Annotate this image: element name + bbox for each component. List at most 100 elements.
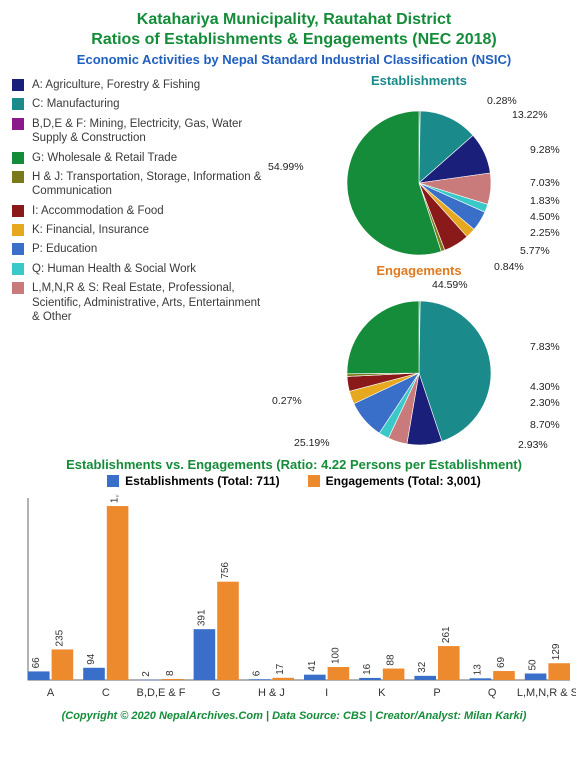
bar-engagements	[52, 649, 74, 680]
bar-value-label: 1,338	[110, 494, 121, 503]
bar-engagements	[217, 582, 239, 680]
bar-establishments	[359, 678, 381, 680]
legend-swatch	[12, 224, 24, 236]
bar-establishments	[525, 674, 547, 681]
bar-establishments	[28, 671, 50, 680]
page-title: Katahariya Municipality, Rautahat Distri…	[12, 10, 576, 50]
bar-value-label: 69	[496, 656, 507, 668]
legend-swatch	[12, 118, 24, 130]
bar-category-label: P	[433, 687, 440, 699]
bar-value-label: 88	[386, 654, 397, 666]
legend-label: G: Wholesale & Retail Trade	[32, 151, 177, 165]
bar-engagements	[493, 671, 515, 680]
bar-category-label: A	[47, 687, 55, 699]
bar-value-label: 13	[472, 664, 483, 676]
legend-label: L,M,N,R & S: Real Estate, Professional, …	[32, 281, 262, 324]
pie-slice	[347, 301, 419, 374]
bar-value-label: 129	[551, 643, 562, 660]
bar-category-label: B,D,E & F	[137, 687, 186, 699]
legend-swatch	[12, 171, 24, 183]
bar-value-label: 100	[330, 647, 341, 664]
bar-engagements	[548, 663, 570, 680]
bar-establishments	[138, 680, 160, 681]
bar-value-label: 94	[86, 653, 97, 665]
bar-value-label: 32	[417, 661, 428, 673]
bar-establishments	[194, 629, 216, 680]
legend-swatch	[12, 152, 24, 164]
bar-category-label: Q	[488, 687, 497, 699]
bar-value-label: 6	[252, 670, 263, 676]
legend-swatch	[12, 205, 24, 217]
bar-engagements	[438, 646, 460, 680]
legend-swatch	[12, 243, 24, 255]
bar-value-label: 66	[31, 657, 42, 669]
bar-value-label: 261	[441, 626, 452, 643]
legend-label: I: Accommodation & Food	[32, 204, 164, 218]
pie-establishments-title: Establishments	[262, 73, 576, 88]
bar-value-label: 8	[165, 670, 176, 676]
bar-legend: Establishments (Total: 711) Engagements …	[12, 474, 576, 488]
bar-value-label: 41	[307, 660, 318, 672]
legend-item: B,D,E & F: Mining, Electricity, Gas, Wat…	[12, 117, 262, 146]
legend-item: C: Manufacturing	[12, 97, 262, 111]
legend-swatch	[12, 282, 24, 294]
legend-swatch	[12, 263, 24, 275]
infographic-root: { "titles": { "line1": "Katahariya Munic…	[0, 0, 588, 732]
bar-establishments	[83, 668, 105, 680]
legend-item: Q: Human Health & Social Work	[12, 262, 262, 276]
category-legend: A: Agriculture, Forestry & Fishing C: Man…	[12, 73, 262, 453]
pie-establishments-chart	[264, 88, 574, 266]
bar-legend-b-swatch	[308, 475, 320, 487]
bar-category-label: K	[378, 687, 386, 699]
bar-category-label: L,M,N,R & S	[517, 687, 576, 699]
bar-legend-a-swatch	[107, 475, 119, 487]
bar-legend-a-label: Establishments (Total: 711)	[125, 474, 279, 488]
bar-legend-a: Establishments (Total: 711)	[107, 474, 279, 488]
upper-section: A: Agriculture, Forestry & Fishing C: Man…	[12, 73, 576, 453]
bar-value-label: 17	[275, 663, 286, 675]
pies-column: Establishments 0.28%13.22%9.28%7.03%1.83…	[262, 73, 576, 453]
bar-legend-b: Engagements (Total: 3,001)	[308, 474, 481, 488]
legend-item: H & J: Transportation, Storage, Informat…	[12, 170, 262, 199]
pie-engagements-chart	[264, 278, 574, 456]
bar-value-label: 391	[196, 609, 207, 626]
bar-value-label: 50	[528, 659, 539, 671]
legend-label: P: Education	[32, 242, 97, 256]
page-subtitle: Economic Activities by Nepal Standard In…	[12, 52, 576, 67]
pie-engagements-block: Engagements 44.59%7.83%4.30%2.30%8.70%2.…	[262, 263, 576, 453]
legend-item: L,M,N,R & S: Real Estate, Professional, …	[12, 281, 262, 324]
legend-item: P: Education	[12, 242, 262, 256]
bar-value-label: 2	[141, 671, 152, 677]
bar-value-label: 756	[220, 562, 231, 579]
title-line-2: Ratios of Establishments & Engagements (…	[91, 31, 496, 48]
legend-label: K: Financial, Insurance	[32, 223, 149, 237]
bar-chart: 66 235 A 94 1,338 C 2 8 B,D,E & F 391 756 G 6 17 H & J…	[12, 494, 576, 704]
copyright-line: (Copyright © 2020 NepalArchives.Com | Da…	[12, 710, 576, 722]
bar-engagements	[162, 679, 184, 680]
bar-category-label: G	[212, 687, 221, 699]
legend-item: G: Wholesale & Retail Trade	[12, 151, 262, 165]
legend-swatch	[12, 98, 24, 110]
bar-chart-wrap: 66 235 A 94 1,338 C 2 8 B,D,E & F 391 756 G 6 17 H & J…	[12, 494, 576, 704]
bar-engagements	[107, 506, 129, 680]
legend-label: H & J: Transportation, Storage, Informat…	[32, 170, 262, 199]
bar-category-label: C	[102, 687, 110, 699]
legend-item: K: Financial, Insurance	[12, 223, 262, 237]
bar-legend-b-label: Engagements (Total: 3,001)	[326, 474, 481, 488]
bar-establishments	[414, 676, 436, 680]
bar-engagements	[272, 678, 294, 680]
title-line-1: Katahariya Municipality, Rautahat Distri…	[137, 11, 451, 28]
legend-label: Q: Human Health & Social Work	[32, 262, 196, 276]
legend-item: A: Agriculture, Forestry & Fishing	[12, 78, 262, 92]
legend-label: A: Agriculture, Forestry & Fishing	[32, 78, 200, 92]
legend-label: B,D,E & F: Mining, Electricity, Gas, Wat…	[32, 117, 262, 146]
bar-section-title: Establishments vs. Engagements (Ratio: 4…	[12, 457, 576, 472]
bar-engagements	[328, 667, 350, 680]
bar-value-label: 235	[54, 629, 65, 646]
bar-establishments	[249, 679, 271, 680]
legend-item: I: Accommodation & Food	[12, 204, 262, 218]
bar-establishments	[304, 675, 326, 680]
bar-category-label: H & J	[258, 687, 285, 699]
bar-category-label: I	[325, 687, 328, 699]
legend-swatch	[12, 79, 24, 91]
